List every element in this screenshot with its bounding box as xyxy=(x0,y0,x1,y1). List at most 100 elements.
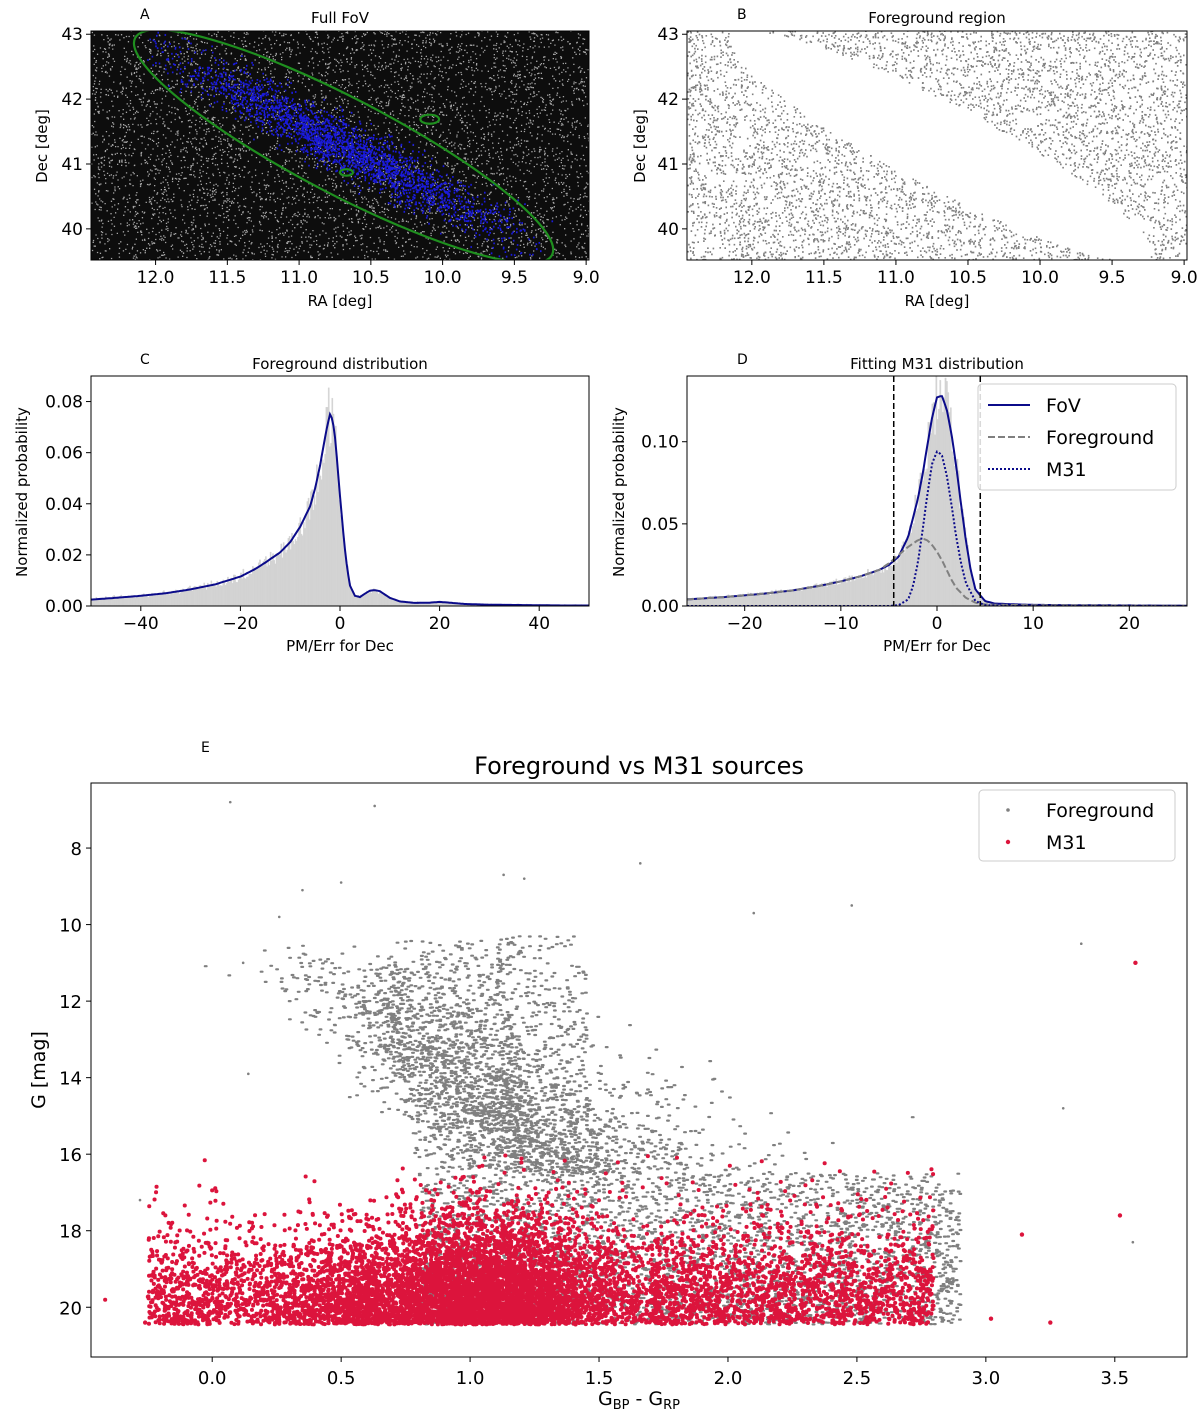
panel-a-region-ellipses xyxy=(132,31,555,260)
y-tick-label: 0.08 xyxy=(45,393,83,413)
x-tick-label: 1.0 xyxy=(456,1368,485,1389)
panel-b-xlabel: RA [deg] xyxy=(905,292,970,310)
foreground-outlier-point xyxy=(138,1198,142,1202)
panel-a-xlabel: RA [deg] xyxy=(308,292,373,310)
y-tick-label: 0.06 xyxy=(45,444,83,464)
panel-letter-a: A xyxy=(140,7,150,23)
m31-cmd-points xyxy=(103,1153,936,1327)
x-tick-label: 40 xyxy=(528,614,550,634)
m31-outlier-point xyxy=(1048,1320,1053,1325)
panel-e-legend: Foreground M31 xyxy=(978,789,1176,862)
satellite-region-ellipse xyxy=(419,113,441,125)
panel-d-legend: FoV Foreground M31 xyxy=(977,383,1177,491)
y-tick-label: 42 xyxy=(657,90,679,110)
foreground-outlier-point xyxy=(277,915,281,919)
m31-outlier-point xyxy=(1019,1232,1025,1237)
y-tick-label: 43 xyxy=(657,25,679,45)
legend-label-m31: M31 xyxy=(1046,459,1087,481)
panel-d-y-axis: 0.00 0.05 0.10 xyxy=(641,433,687,617)
x-tick-label: 9.5 xyxy=(1099,268,1126,288)
panel-c-xlabel: PM/Err for Dec xyxy=(286,637,394,655)
satellite-region-ellipse xyxy=(338,168,355,177)
x-tick-label: 9.5 xyxy=(501,268,528,288)
legend-label-m31-e: M31 xyxy=(1046,832,1087,854)
m31-source-points xyxy=(147,31,554,258)
y-tick-label: 10 xyxy=(59,916,82,937)
y-tick-label: 40 xyxy=(657,220,679,240)
x-tick-label: 10.0 xyxy=(1021,268,1059,288)
m31-outlier-point xyxy=(1133,960,1138,966)
y-tick-label: 0.00 xyxy=(641,597,679,617)
x-tick-label: −10 xyxy=(823,614,859,634)
x-tick-label: 0.0 xyxy=(198,1368,227,1389)
x-tick-label: 11.5 xyxy=(805,268,843,288)
y-tick-label: 0.04 xyxy=(45,495,83,515)
panel-b-x-axis: 12.0 11.5 11.0 10.5 10.0 9.5 9.0 xyxy=(733,260,1198,288)
x-tick-label: 11.0 xyxy=(877,268,915,288)
panel-b-title: Foreground region xyxy=(868,9,1006,27)
y-tick-label: 14 xyxy=(59,1069,82,1090)
panel-e-xlabel-sub1: BP xyxy=(613,1398,630,1413)
x-tick-label: 20 xyxy=(429,614,451,634)
foreground-outlier-point xyxy=(1079,942,1083,946)
panel-a-y-axis: 40 41 42 43 xyxy=(61,25,91,240)
x-tick-label: 11.5 xyxy=(208,268,246,288)
x-tick-label: 11.0 xyxy=(280,268,318,288)
foreground-source-points xyxy=(687,31,1187,260)
foreground-outlier-point xyxy=(241,961,245,965)
x-tick-label: 3.0 xyxy=(972,1368,1001,1389)
panel-e-xlabel-g1: G xyxy=(598,1388,613,1410)
panel-e-xlabel-mid: - G xyxy=(629,1388,663,1410)
panel-d-ylabel: Normalized probability xyxy=(610,407,628,577)
m31-outlier-point xyxy=(1117,1213,1123,1218)
foreground-outlier-point xyxy=(339,881,343,884)
x-tick-label: 1.5 xyxy=(585,1368,614,1389)
panel-c-fit xyxy=(91,411,589,606)
panel-e-x-axis: 0.0 0.5 1.0 1.5 2.0 2.5 3.0 3.5 xyxy=(198,1357,1129,1389)
x-tick-label: 3.5 xyxy=(1100,1368,1129,1389)
panel-letter-c: C xyxy=(140,352,150,368)
legend-swatch-m31-e xyxy=(1005,839,1011,845)
panel-c-x-axis: −40 −20 0 20 40 xyxy=(123,606,550,634)
legend-label-foreground-e: Foreground xyxy=(1046,800,1154,822)
panel-d: D Fitting M31 distribution −20 −10 0 10 20 0… xyxy=(610,352,1188,655)
panel-e-xlabel: GBP - GRP xyxy=(598,1388,680,1413)
panel-b: B Foreground region 12.0 11.5 11.0 10.5 10.0… xyxy=(631,7,1198,310)
panel-b-points xyxy=(687,31,1187,260)
panel-b-y-axis: 40 41 42 43 xyxy=(657,25,687,240)
panel-e-y-axis: 8 10 12 14 16 18 20 xyxy=(59,839,91,1319)
panel-letter-e: E xyxy=(201,740,210,756)
legend-swatch-foreground-e xyxy=(1006,808,1010,812)
panel-a-frame xyxy=(90,30,590,261)
foreground-outlier-point xyxy=(522,877,526,880)
y-tick-label: 41 xyxy=(61,155,83,175)
legend-label-foreground: Foreground xyxy=(1046,427,1154,449)
y-tick-label: 0.10 xyxy=(641,433,679,453)
y-tick-label: 41 xyxy=(657,155,679,175)
x-tick-label: 2.5 xyxy=(843,1368,872,1389)
y-tick-label: 0.05 xyxy=(641,515,679,535)
panel-a-points xyxy=(91,31,589,260)
foreground-outlier-point xyxy=(502,873,505,877)
y-tick-label: 43 xyxy=(61,25,83,45)
x-tick-label: 9.0 xyxy=(573,268,600,288)
x-tick-label: 9.0 xyxy=(1171,268,1198,288)
x-tick-label: 12.0 xyxy=(137,268,175,288)
fit-curve xyxy=(91,411,589,606)
panel-a-x-axis: 12.0 11.5 11.0 10.5 10.0 9.5 9.0 xyxy=(137,260,600,288)
y-tick-label: 18 xyxy=(59,1222,82,1243)
legend-label-fov: FoV xyxy=(1046,395,1081,417)
curve-m31 xyxy=(687,450,1187,606)
panel-e-frame xyxy=(90,782,1188,1358)
y-tick-label: 0.00 xyxy=(45,597,83,617)
x-tick-label: 10 xyxy=(1022,614,1044,634)
panel-d-xlabel: PM/Err for Dec xyxy=(883,637,991,655)
foreground-outlier-point xyxy=(752,911,756,915)
panel-a-title: Full FoV xyxy=(311,9,370,27)
panel-e-outlier-points xyxy=(138,800,1138,1325)
y-tick-label: 16 xyxy=(59,1145,82,1166)
panel-b-frame xyxy=(686,30,1188,261)
foreground-outlier-point xyxy=(638,862,642,865)
panel-c-y-axis: 0.00 0.02 0.04 0.06 0.08 xyxy=(45,393,91,617)
